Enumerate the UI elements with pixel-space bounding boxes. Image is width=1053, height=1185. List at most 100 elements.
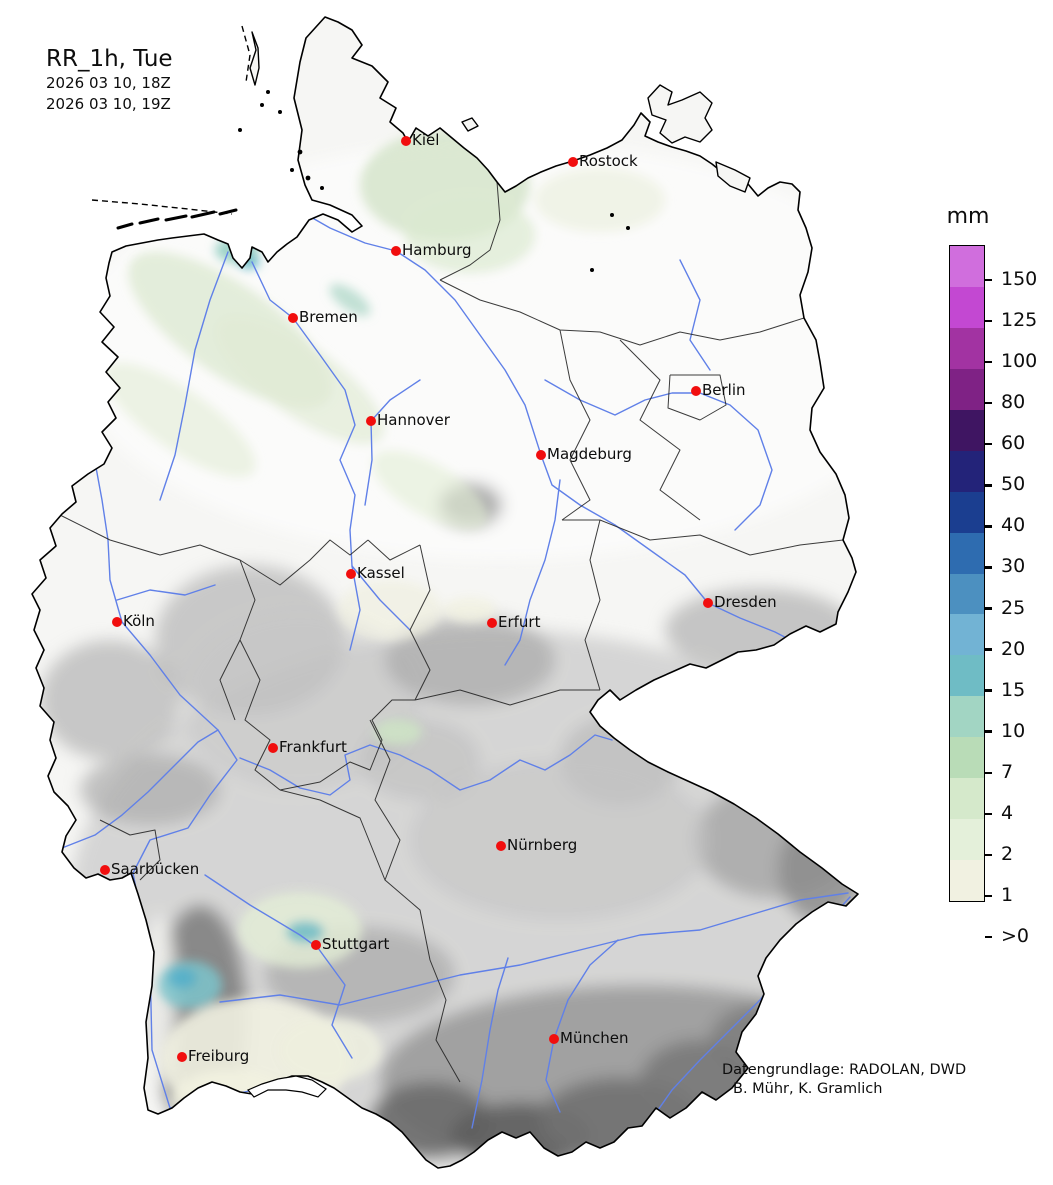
city-dot [366,416,376,426]
colorbar-segment [950,450,984,492]
colorbar-tick [985,566,992,569]
city-label: Bremen [299,308,358,326]
colorbar-tick [985,401,992,405]
city-dot [268,743,278,753]
islands [249,31,751,193]
map-title: RR_1h, Tue [46,46,173,72]
city-dot [691,386,701,396]
lake-constance [247,1075,327,1098]
city-dot [288,313,298,323]
colorbar-tick-label: 2 [1001,842,1014,865]
colorbar-tick [985,360,992,364]
colorbar-ticks: >0 1 2 4 7 10 15 20 25 30 40 50 60 80 100 125 150 [985,268,1053,947]
city-label: Hannover [377,411,450,429]
maritime-boundary-dashed [91,25,251,215]
colorbar-tick [985,771,992,774]
city-label: Magdeburg [547,445,632,463]
city-label: Stuttgart [322,935,390,953]
city-dot [568,157,578,167]
attribution-authors: B. Mühr, K. Gramlich [733,1081,883,1097]
city-dot [496,841,506,851]
city-dot [311,940,321,950]
colorbar: >0 1 2 4 7 10 15 20 25 30 40 50 60 80 100 125 150 [949,245,1037,947]
colorbar-tick-label: 15 [1001,678,1026,701]
city-label: Freiburg [188,1047,250,1065]
colorbar-segment [950,737,984,779]
city-dot [346,569,356,579]
city-label: Erfurt [498,613,541,631]
city-dot [487,618,497,628]
colorbar-segment [950,655,984,697]
city-label: Kiel [412,131,440,149]
colorbar-tick-label: 7 [1001,760,1014,783]
city-dot [112,617,122,627]
colorbar-segment [950,860,984,901]
colorbar-segment [950,696,984,738]
colorbar-tick-label: 125 [1001,309,1038,332]
timestamp-start: 2026 03 10, 18Z [46,74,171,92]
colorbar-tick [985,689,992,692]
city-label: Saarbücken [111,860,200,878]
colorbar-tick [985,648,992,651]
small-islets [238,90,630,272]
city-dot [549,1034,559,1044]
city-dot [391,246,401,256]
city-label: Kassel [357,564,405,582]
colorbar-tick-label: 20 [1001,637,1026,660]
state-borders [59,181,844,1083]
city-dot [536,450,546,460]
attribution-source: Datengrundlage: RADOLAN, DWD [722,1062,967,1078]
colorbar-tick-label: 4 [1001,801,1014,824]
colorbar-segment [950,819,984,861]
colorbar-segment [950,327,984,369]
colorbar-unit-label: mm [946,204,990,229]
colorbar-tick [985,730,992,733]
city-dot [401,136,411,146]
colorbar-segment [950,573,984,615]
attribution: Datengrundlage: RADOLAN, DWD B. Mühr, K.… [722,1061,966,1099]
city-label: Köln [123,612,155,630]
colorbar-tick [985,812,992,815]
timestamp-end: 2026 03 10, 19Z [46,95,171,113]
city-dot [177,1052,187,1062]
city-label: Rostock [579,152,638,170]
colorbar-tick [985,525,992,528]
colorbar-tick [985,484,992,487]
city-label: München [560,1029,629,1047]
colorbar-segment [950,532,984,574]
title-block: RR_1h, Tue 2026 03 10, 18Z 2026 03 10, 1… [46,46,173,114]
colorbar-tick-label: >0 [1001,925,1030,947]
colorbar-tick [985,935,992,939]
colorbar-segment [950,491,984,533]
colorbar-tick-label: 25 [1001,596,1026,619]
colorbar-tick-label: 100 [1001,350,1038,373]
city-dot [703,598,713,608]
colorbar-tick [985,319,992,323]
colorbar-tick-label: 80 [1001,391,1026,414]
colorbar-tick-label: 50 [1001,473,1026,496]
city-label: Dresden [714,593,777,611]
colorbar-segments [949,245,985,902]
colorbar-segment [950,368,984,410]
colorbar-segment [950,286,984,328]
colorbar-segment [950,246,984,287]
colorbar-tick-label: 1 [1001,883,1014,906]
colorbar-tick-label: 40 [1001,514,1026,537]
city-dot [100,865,110,875]
city-label: Berlin [702,381,746,399]
city-label: Hamburg [402,241,472,259]
colorbar-tick [985,607,992,610]
colorbar-tick-label: 60 [1001,432,1026,455]
colorbar-tick-label: 150 [1001,268,1038,290]
colorbar-tick [985,853,992,857]
colorbar-segment [950,409,984,451]
colorbar-tick [985,443,992,446]
colorbar-segment [950,778,984,820]
terrain-shading [40,130,858,1168]
colorbar-tick [985,278,992,282]
colorbar-tick-label: 30 [1001,555,1026,578]
frisian-islands [116,208,238,230]
colorbar-tick-label: 10 [1001,719,1026,742]
